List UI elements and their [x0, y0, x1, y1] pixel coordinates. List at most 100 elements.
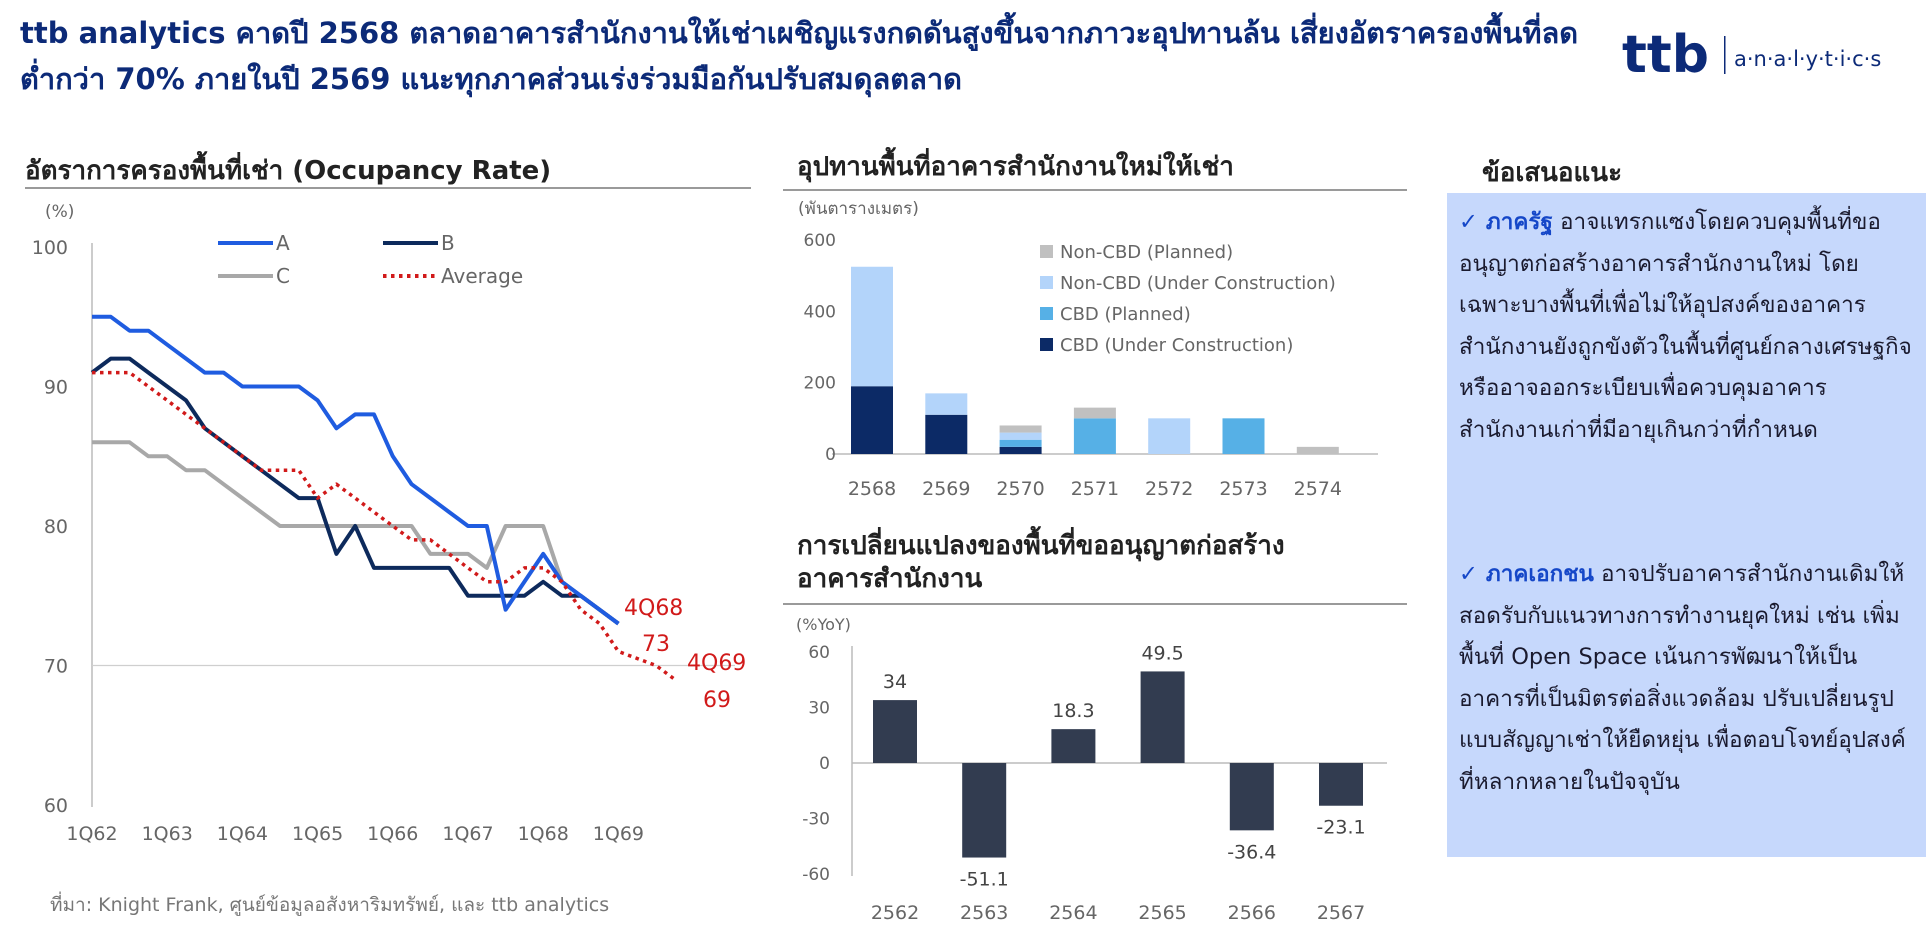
- legend-label-a: A: [276, 231, 290, 255]
- x-tick-label: 2567: [1317, 902, 1365, 924]
- bar-segment: [1073, 407, 1116, 419]
- bar: [1051, 729, 1096, 763]
- y-tick-label: -30: [802, 810, 830, 830]
- legend-label-average: Average: [441, 264, 523, 288]
- occupancy-title-rule: [25, 187, 751, 189]
- series-line-c: [92, 440, 620, 626]
- logo-brand: ttb: [1622, 26, 1709, 85]
- data-label: 18.3: [1052, 700, 1094, 722]
- series-line-b: [90, 356, 620, 626]
- legend-swatch: [1040, 276, 1053, 289]
- y-tick-label: 0: [819, 754, 830, 774]
- y-tick-label: 70: [44, 656, 68, 678]
- x-tick-label: 2573: [1219, 478, 1267, 500]
- legend-label: Non-CBD (Planned): [1060, 242, 1233, 263]
- bar-segment: [999, 432, 1042, 440]
- recommendation-head: ภาคเอกชน: [1485, 561, 1594, 587]
- x-tick-label: 1Q68: [518, 823, 569, 845]
- x-tick-label: 1Q66: [367, 823, 418, 845]
- data-label: -23.1: [1316, 817, 1365, 839]
- legend-label: CBD (Planned): [1060, 304, 1191, 325]
- supply-chart: (พันตารางเมตร) 0 200 400 600 2568 2569 2570 25…: [798, 199, 1378, 500]
- y-tick-label: 60: [44, 795, 68, 817]
- annotation-4q69: 4Q69: [687, 651, 746, 676]
- y-tick-label: -60: [802, 865, 830, 885]
- y-tick-label: 60: [808, 643, 830, 663]
- bar: [1140, 671, 1185, 763]
- x-tick-label: 1Q69: [593, 823, 644, 845]
- x-tick-label: 2568: [848, 478, 896, 500]
- recommendation-text: อาจแทรกแซงโดยควบคุมพื้นที่ขออนุญาตก่อสร้…: [1459, 209, 1912, 443]
- legend-label: CBD (Under Construction): [1060, 335, 1293, 356]
- annotation-4q68-value: 73: [642, 632, 670, 657]
- bar: [1229, 763, 1274, 831]
- y-tick-label: 90: [44, 377, 68, 399]
- bar-segment: [925, 393, 968, 415]
- legend-label: Non-CBD (Under Construction): [1060, 273, 1336, 294]
- logo-sub: a·n·a·l·y·t·i·c·s: [1734, 47, 1881, 71]
- y-tick-label: 600: [804, 231, 836, 251]
- annotation-4q68: 4Q68: [624, 596, 683, 621]
- legend-swatch: [1040, 307, 1053, 320]
- bar-segment: [999, 446, 1042, 454]
- x-tick-label: 2570: [996, 478, 1044, 500]
- bar-segment: [1222, 418, 1265, 454]
- x-tick-label: 2563: [960, 902, 1008, 924]
- y-tick-label: 200: [804, 374, 836, 394]
- x-tick-label: 2565: [1138, 902, 1186, 924]
- occupancy-chart: (%) 60 70 80 90 100 1Q62 1Q63 1Q64 1Q65 1Q66 1Q67 1…: [32, 202, 747, 845]
- data-label: 34: [883, 671, 907, 693]
- check-icon: ✓: [1459, 209, 1478, 235]
- permits-title: การเปลี่ยนแปลงของพื้นที่ขออนุญาตก่อสร้าง…: [797, 530, 1285, 596]
- x-tick-label: 2566: [1228, 902, 1276, 924]
- bar-segment: [1296, 446, 1339, 454]
- x-tick-label: 1Q67: [442, 823, 493, 845]
- y-tick-label: 100: [32, 237, 68, 259]
- bar-segment: [1073, 418, 1116, 454]
- x-tick-label: 2562: [871, 902, 919, 924]
- bar-segment: [999, 439, 1042, 447]
- recommendation-government: ✓ ภาครัฐ อาจแทรกแซงโดยควบคุมพื้นที่ขออนุญ…: [1459, 202, 1914, 451]
- bar: [1319, 763, 1363, 806]
- x-tick-label: 2572: [1145, 478, 1193, 500]
- permits-title-rule: [783, 603, 1407, 605]
- recommendations-panel: ✓ ภาครัฐ อาจแทรกแซงโดยควบคุมพื้นที่ขออนุญ…: [1447, 193, 1926, 857]
- legend-label-b: B: [441, 231, 455, 255]
- recommendation-text: อาจปรับอาคารสำนักงานเดิมให้สอดรับกับแนวท…: [1459, 561, 1906, 795]
- bar-segment: [851, 386, 893, 454]
- legend-label-c: C: [276, 264, 290, 288]
- permits-chart: (%YoY) -60 -30 0 30 60 34 2562 -51.1 2563 18.3 25…: [796, 615, 1387, 924]
- bar-segment: [1148, 418, 1191, 454]
- x-tick-label: 1Q64: [217, 823, 268, 845]
- supply-title: อุปทานพื้นที่อาคารสำนักงานใหม่ให้เช่า: [797, 152, 1234, 182]
- x-tick-label: 1Q65: [292, 823, 343, 845]
- x-tick-label: 1Q63: [142, 823, 193, 845]
- data-label: -51.1: [960, 869, 1009, 891]
- x-tick-label: 2564: [1049, 902, 1097, 924]
- bar: [962, 763, 1007, 858]
- occupancy-title: อัตราการครองพื้นที่เช่า (Occupancy Rate): [25, 156, 552, 186]
- recommendation-private: ✓ ภาคเอกชน อาจปรับอาคารสำนักงานเดิมให้สอด…: [1459, 554, 1914, 803]
- bar: [873, 700, 917, 763]
- legend-swatch: [1040, 245, 1053, 258]
- bar-segment: [851, 266, 893, 387]
- legend-swatch: [1040, 338, 1053, 351]
- occupancy-unit: (%): [45, 202, 74, 222]
- data-label: 49.5: [1141, 642, 1183, 664]
- recommendation-head: ภาครัฐ: [1485, 209, 1553, 235]
- x-tick-label: 2571: [1071, 478, 1119, 500]
- series-line-average: [92, 370, 676, 681]
- x-tick-label: 2569: [922, 478, 970, 500]
- source-note: ที่มา: Knight Frank, ศูนย์ข้อมูลอสังหาริ…: [50, 894, 610, 916]
- check-icon: ✓: [1459, 561, 1478, 587]
- y-tick-label: 400: [804, 302, 836, 322]
- recommendations-title: ข้อเสนอแนะ: [1482, 158, 1623, 188]
- ttb-analytics-logo: ttb a·n·a·l·y·t·i·c·s: [1622, 26, 1881, 85]
- y-tick-label: 80: [44, 516, 68, 538]
- x-tick-label: 1Q62: [66, 823, 117, 845]
- y-tick-label: 0: [825, 445, 836, 465]
- page-headline: ttb analytics คาดปี 2568 ตลาดอาคารสำนักง…: [20, 16, 1579, 96]
- permits-title-line1: การเปลี่ยนแปลงของพื้นที่ขออนุญาตก่อสร้าง: [797, 531, 1285, 561]
- annotation-4q69-value: 69: [703, 688, 731, 713]
- supply-title-rule: [783, 189, 1407, 191]
